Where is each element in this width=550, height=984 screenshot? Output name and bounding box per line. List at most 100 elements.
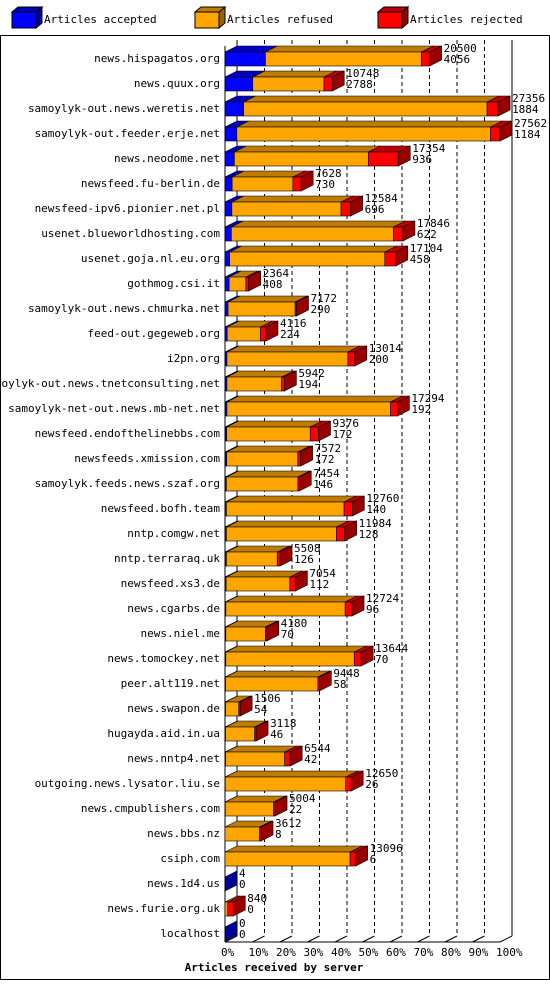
bar-face	[226, 652, 354, 666]
x-axis-label: Articles received by server	[185, 961, 364, 974]
legend-label: Articles refused	[227, 13, 333, 26]
y-tick-label: newsfeed.endofthelinebbs.com	[35, 427, 221, 440]
bar-face	[227, 421, 323, 427]
bar-segment	[227, 346, 360, 366]
bar-accepted-label: 70	[375, 653, 388, 666]
y-tick-label: samoylyk-net-out.news.mb-net.net	[8, 402, 220, 415]
bar-face	[227, 352, 348, 366]
bar-face	[226, 477, 298, 491]
bar-segment	[231, 221, 405, 241]
x-tick-label: 20%	[276, 946, 296, 959]
bar-face	[391, 402, 398, 416]
bar-face	[227, 346, 360, 352]
bar-accepted-label: 730	[315, 178, 335, 191]
bar-face	[253, 71, 336, 77]
bar-face	[324, 77, 332, 91]
bar-segment	[234, 146, 380, 166]
bar-accepted-label: 408	[263, 278, 283, 291]
bar-face	[225, 827, 260, 841]
y-tick-label: peer.alt119.net	[121, 677, 220, 690]
bar-face	[226, 471, 310, 477]
bar-accepted-label: 112	[309, 578, 329, 591]
y-tick-label: outgoing.news.lysator.liu.se	[35, 777, 220, 790]
bar-face	[225, 802, 273, 816]
bar-face	[232, 196, 353, 202]
bar-face	[225, 846, 362, 852]
bar-accepted-label: 290	[311, 303, 331, 316]
bar-segment	[226, 496, 356, 516]
bar-face	[226, 646, 366, 652]
y-tick-label: news.swapon.de	[127, 702, 220, 715]
x-tick-label: 90%	[469, 946, 489, 959]
bar-face	[234, 152, 368, 166]
bar-accepted-label: 200	[369, 353, 389, 366]
bar-face	[336, 527, 344, 541]
bar-face	[285, 752, 291, 766]
bar-face	[393, 227, 403, 241]
y-tick-label: news.cgarbs.de	[127, 602, 220, 615]
y-tick-label: usenet.blueworldhosting.com	[41, 227, 220, 240]
bar-face	[253, 77, 324, 91]
bar-face	[226, 552, 277, 566]
bar-face	[232, 177, 293, 191]
bar-face	[346, 777, 352, 791]
y-tick-label: csiph.com	[160, 852, 220, 865]
y-tick-label: samoylyk.feeds.news.szaf.org	[35, 477, 220, 490]
bar-accepted-label: 6	[370, 853, 377, 866]
bar-face	[226, 577, 290, 591]
bar-accepted-label: 1184	[514, 128, 541, 141]
bar-accepted-label: 70	[281, 628, 294, 641]
bar-accepted-label: 46	[270, 728, 283, 741]
bar-face	[225, 152, 234, 166]
bar-face	[244, 96, 499, 102]
bar-face	[225, 327, 227, 341]
bar-face	[226, 627, 266, 641]
bar-accepted-label: 172	[315, 453, 335, 466]
bar-accepted-label: 0	[247, 903, 254, 916]
bar-face	[345, 602, 352, 616]
bar-face	[227, 327, 260, 341]
bar-face	[344, 502, 352, 516]
y-tick-label: gothmog.csi.it	[127, 277, 220, 290]
bar-segment	[225, 846, 362, 866]
bar-accepted-label: 1884	[512, 103, 539, 116]
bar-face	[225, 777, 345, 791]
bar-segment	[226, 471, 310, 491]
bar-face	[227, 452, 298, 466]
bar-face	[225, 102, 244, 116]
bar-face	[487, 102, 498, 116]
bar-face	[226, 521, 348, 527]
bar-accepted-label: 54	[254, 703, 268, 716]
bar-face	[290, 577, 296, 591]
y-tick-label: news.bbs.nz	[147, 827, 220, 840]
legend-swatch	[12, 12, 36, 28]
bar-face	[225, 302, 228, 316]
y-tick-label: news.1d4.us	[147, 877, 220, 890]
bar-segment	[227, 396, 403, 416]
bar-face	[229, 277, 246, 291]
y-tick-label: nntp.comgw.net	[127, 527, 220, 540]
bar-face	[225, 127, 237, 141]
bar-segment	[237, 121, 503, 141]
bar-face	[385, 252, 396, 266]
bar-face	[226, 496, 356, 502]
bar-face	[228, 296, 307, 302]
bar-accepted-label: 96	[366, 603, 379, 616]
bar-accepted-label: 22	[289, 803, 302, 816]
bar-accepted-label: 458	[410, 253, 430, 266]
bar-accepted-label: 192	[411, 403, 431, 416]
bar-face	[226, 596, 357, 602]
bar-accepted-label: 194	[298, 378, 318, 391]
bar-face	[231, 227, 393, 241]
y-tick-label: samoylyk-out.feeder.erje.net	[35, 127, 220, 140]
bar-accepted-label: 2788	[346, 78, 373, 91]
bar-face	[282, 377, 285, 391]
y-tick-label: news.nntp4.net	[127, 752, 220, 765]
bar-face	[260, 327, 266, 341]
y-tick-label: localhost	[160, 927, 220, 940]
bar-face	[225, 177, 232, 191]
y-tick-label: feed-out.gegeweb.org	[88, 327, 220, 340]
x-tick-label: 30%	[304, 946, 324, 959]
bar-face	[228, 302, 295, 316]
